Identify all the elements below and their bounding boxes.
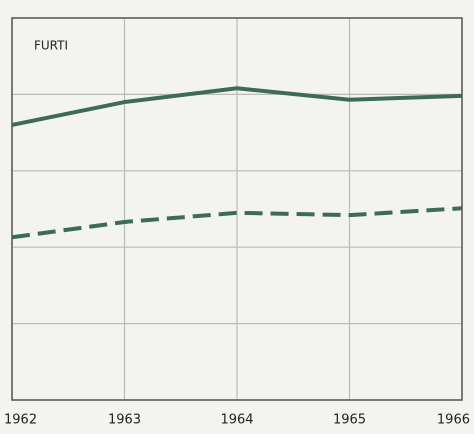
x-tick-label: 1966 — [437, 413, 470, 428]
x-tick-label: 1963 — [108, 413, 141, 428]
lines — [11, 86, 463, 240]
x-axis: 1962 1963 1964 1965 1966 — [4, 413, 470, 428]
x-tick-label: 1965 — [333, 413, 366, 428]
series-line — [11, 86, 463, 127]
x-tick-label: 1964 — [220, 413, 253, 428]
x-tick-label: 1962 — [4, 413, 37, 428]
chart-title: FURTI — [34, 39, 68, 53]
series-line — [11, 206, 463, 240]
plot-frame — [11, 17, 463, 401]
